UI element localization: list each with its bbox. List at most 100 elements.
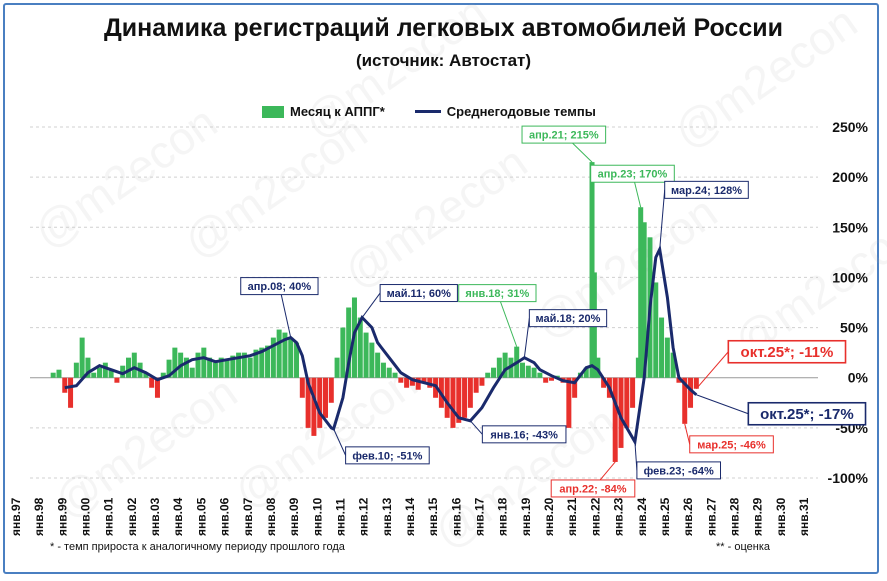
y-tick-label: 200% [832,169,868,185]
annotation-label: мар.25; -46% [697,439,766,451]
annotation-label: апр.08; 40% [248,281,312,293]
legend-bar-swatch [262,105,284,118]
x-tick-label: янв.28 [727,497,741,536]
bar [688,377,694,408]
annotation-label: апр.22; -84% [559,483,626,495]
bar [311,377,317,436]
annotation-leader [333,428,347,456]
bar [131,352,137,378]
bar [386,367,392,378]
bar [531,367,537,378]
bar [299,377,305,398]
x-tick-label: янв.19 [519,497,533,536]
bar [154,377,160,398]
y-tick-label: 150% [832,219,868,235]
bar [334,357,340,378]
bar [404,377,410,388]
annotation-label: фев.23; -64% [644,465,714,477]
bar [548,377,554,381]
bar [230,355,236,378]
annotation-box [528,309,608,328]
bar [543,377,549,383]
chart-legend: Месяц к АППГ* Среднегодовые темпы [262,104,596,119]
legend-line-label: Среднегодовые темпы [446,104,596,119]
bar [624,377,630,428]
bar [653,282,659,378]
x-tick-label: янв.22 [588,497,602,536]
bar [583,367,589,378]
bar [566,377,572,428]
bar [288,337,294,378]
bar [160,372,166,378]
annotation-box [240,277,319,296]
annotation-leader [659,189,666,250]
bar [398,377,404,383]
bar [212,362,218,378]
bar [572,377,578,398]
bar [224,359,230,378]
bar [166,359,172,378]
bar [357,317,363,378]
bar [670,352,676,378]
bar [241,352,247,378]
bar [253,349,259,378]
x-tick-label: янв.06 [218,497,232,536]
x-tick-label: янв.26 [681,497,695,536]
bar [50,372,56,378]
bar [270,337,276,378]
bar [491,367,497,378]
x-tick-label: янв.05 [194,497,208,536]
annotation-label: май.18; 20% [536,313,601,325]
annotation-label: окт.25*; -17% [760,406,854,423]
annotation-box [747,401,867,426]
bar [450,377,456,428]
bar [601,377,607,388]
x-tick-label: янв.20 [542,497,556,536]
x-tick-label: янв.14 [403,497,417,536]
bar [693,377,699,389]
x-tick-label: янв.23 [612,497,626,536]
bar [282,332,288,378]
bar [143,372,149,378]
x-tick-label: янв.12 [357,497,371,536]
y-tick-label: 50% [840,320,869,336]
annotation-label: янв.18; 31% [465,288,529,300]
bar [183,357,189,378]
legend-bar-label: Месяц к АППГ* [290,104,385,119]
bar [638,207,644,378]
bar [525,365,531,378]
bar [659,317,665,378]
x-tick-label: янв.18 [496,497,510,536]
bar [218,357,224,378]
annotation-leader [361,292,381,318]
bar [346,307,352,378]
bar [375,352,381,378]
bar [641,222,647,378]
annotation-label: мар.24; 128% [671,185,742,197]
bar [247,357,253,378]
bar [73,362,79,378]
bar [294,342,300,378]
bar [149,377,155,388]
x-tick-label: янв.09 [287,497,301,536]
bar [276,329,282,378]
annotation-leader [696,394,749,415]
footnote-left: * - темп прироста к аналогичному периоду… [50,541,345,553]
bar [421,377,427,383]
x-tick-label: янв.01 [102,497,116,536]
bar [323,377,328,418]
x-tick-label: янв.98 [32,497,46,536]
bar [126,357,131,378]
bar [380,362,386,378]
bar [589,162,595,378]
x-tick-label: янв.97 [9,497,23,536]
annotation-box [636,461,722,480]
bar [189,367,195,378]
annotation-label: фев.10; -51% [352,450,422,462]
bar [612,377,618,462]
bar [172,347,178,378]
x-tick-label: янв.07 [241,497,255,536]
annotation-box [521,125,607,144]
bar [415,377,421,390]
